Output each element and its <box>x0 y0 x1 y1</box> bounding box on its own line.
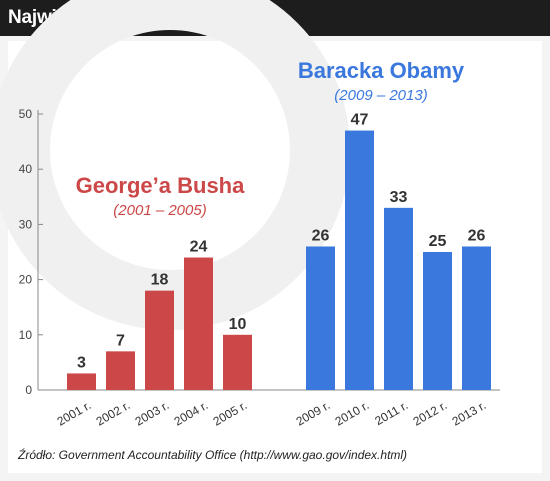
group-title: Baracka Obamy <box>298 58 465 83</box>
bar <box>223 334 252 390</box>
y-tick-label: 50 <box>19 107 33 121</box>
bar-value-label: 7 <box>116 332 125 349</box>
group-titles: George’a Busha (2001 – 2005) Baracka Obamy… <box>76 58 465 219</box>
category-label: 2004 r. <box>172 398 211 428</box>
bar-value-label: 26 <box>312 227 330 244</box>
category-label: 2001 r. <box>55 398 94 428</box>
category-label: 2012 r. <box>411 398 450 428</box>
bar-value-label: 33 <box>390 189 408 206</box>
category-label: 2010 r. <box>333 398 372 428</box>
data-labels: 3 7 18 24 10 26 47 33 25 26 <box>77 112 485 372</box>
group-years: (2001 – 2005) <box>113 202 206 219</box>
bars <box>67 130 491 390</box>
bar <box>67 373 96 390</box>
category-label: 2011 r. <box>372 398 410 428</box>
y-tick-label: 40 <box>19 162 33 176</box>
group-years: (2009 – 2013) <box>334 87 427 104</box>
bar-value-label: 25 <box>429 233 447 250</box>
bar <box>145 290 174 390</box>
bar <box>462 246 491 390</box>
y-tick-label: 0 <box>25 383 32 397</box>
bar-value-label: 18 <box>151 272 169 289</box>
category-label: 2003 r. <box>133 398 172 428</box>
bar-value-label: 24 <box>190 239 208 256</box>
bar-value-label: 10 <box>229 316 247 333</box>
bar-value-label: 3 <box>77 354 86 371</box>
bar <box>423 252 452 390</box>
y-tick-label: 20 <box>19 273 33 287</box>
group-title: George’a Busha <box>76 173 245 198</box>
y-tick-label: 10 <box>19 328 33 342</box>
source-note: Źródło: Government Accountability Office… <box>18 448 408 462</box>
category-labels: 2001 r. 2002 r. 2003 r. 2004 r. 2005 r. 2009 … <box>55 398 489 428</box>
bar <box>384 207 413 390</box>
watermark-ring <box>0 0 350 330</box>
bar-value-label: 47 <box>351 112 369 129</box>
bar <box>345 130 374 390</box>
bar <box>106 351 135 390</box>
category-label: 2013 r. <box>450 398 489 428</box>
bar-value-label: 26 <box>468 227 486 244</box>
bar <box>306 246 335 390</box>
y-tick-label: 30 <box>19 217 33 231</box>
category-label: 2002 r. <box>94 398 133 428</box>
category-label: 2009 r. <box>294 398 333 428</box>
category-label: 2005 r. <box>211 398 250 428</box>
bar <box>184 257 213 390</box>
